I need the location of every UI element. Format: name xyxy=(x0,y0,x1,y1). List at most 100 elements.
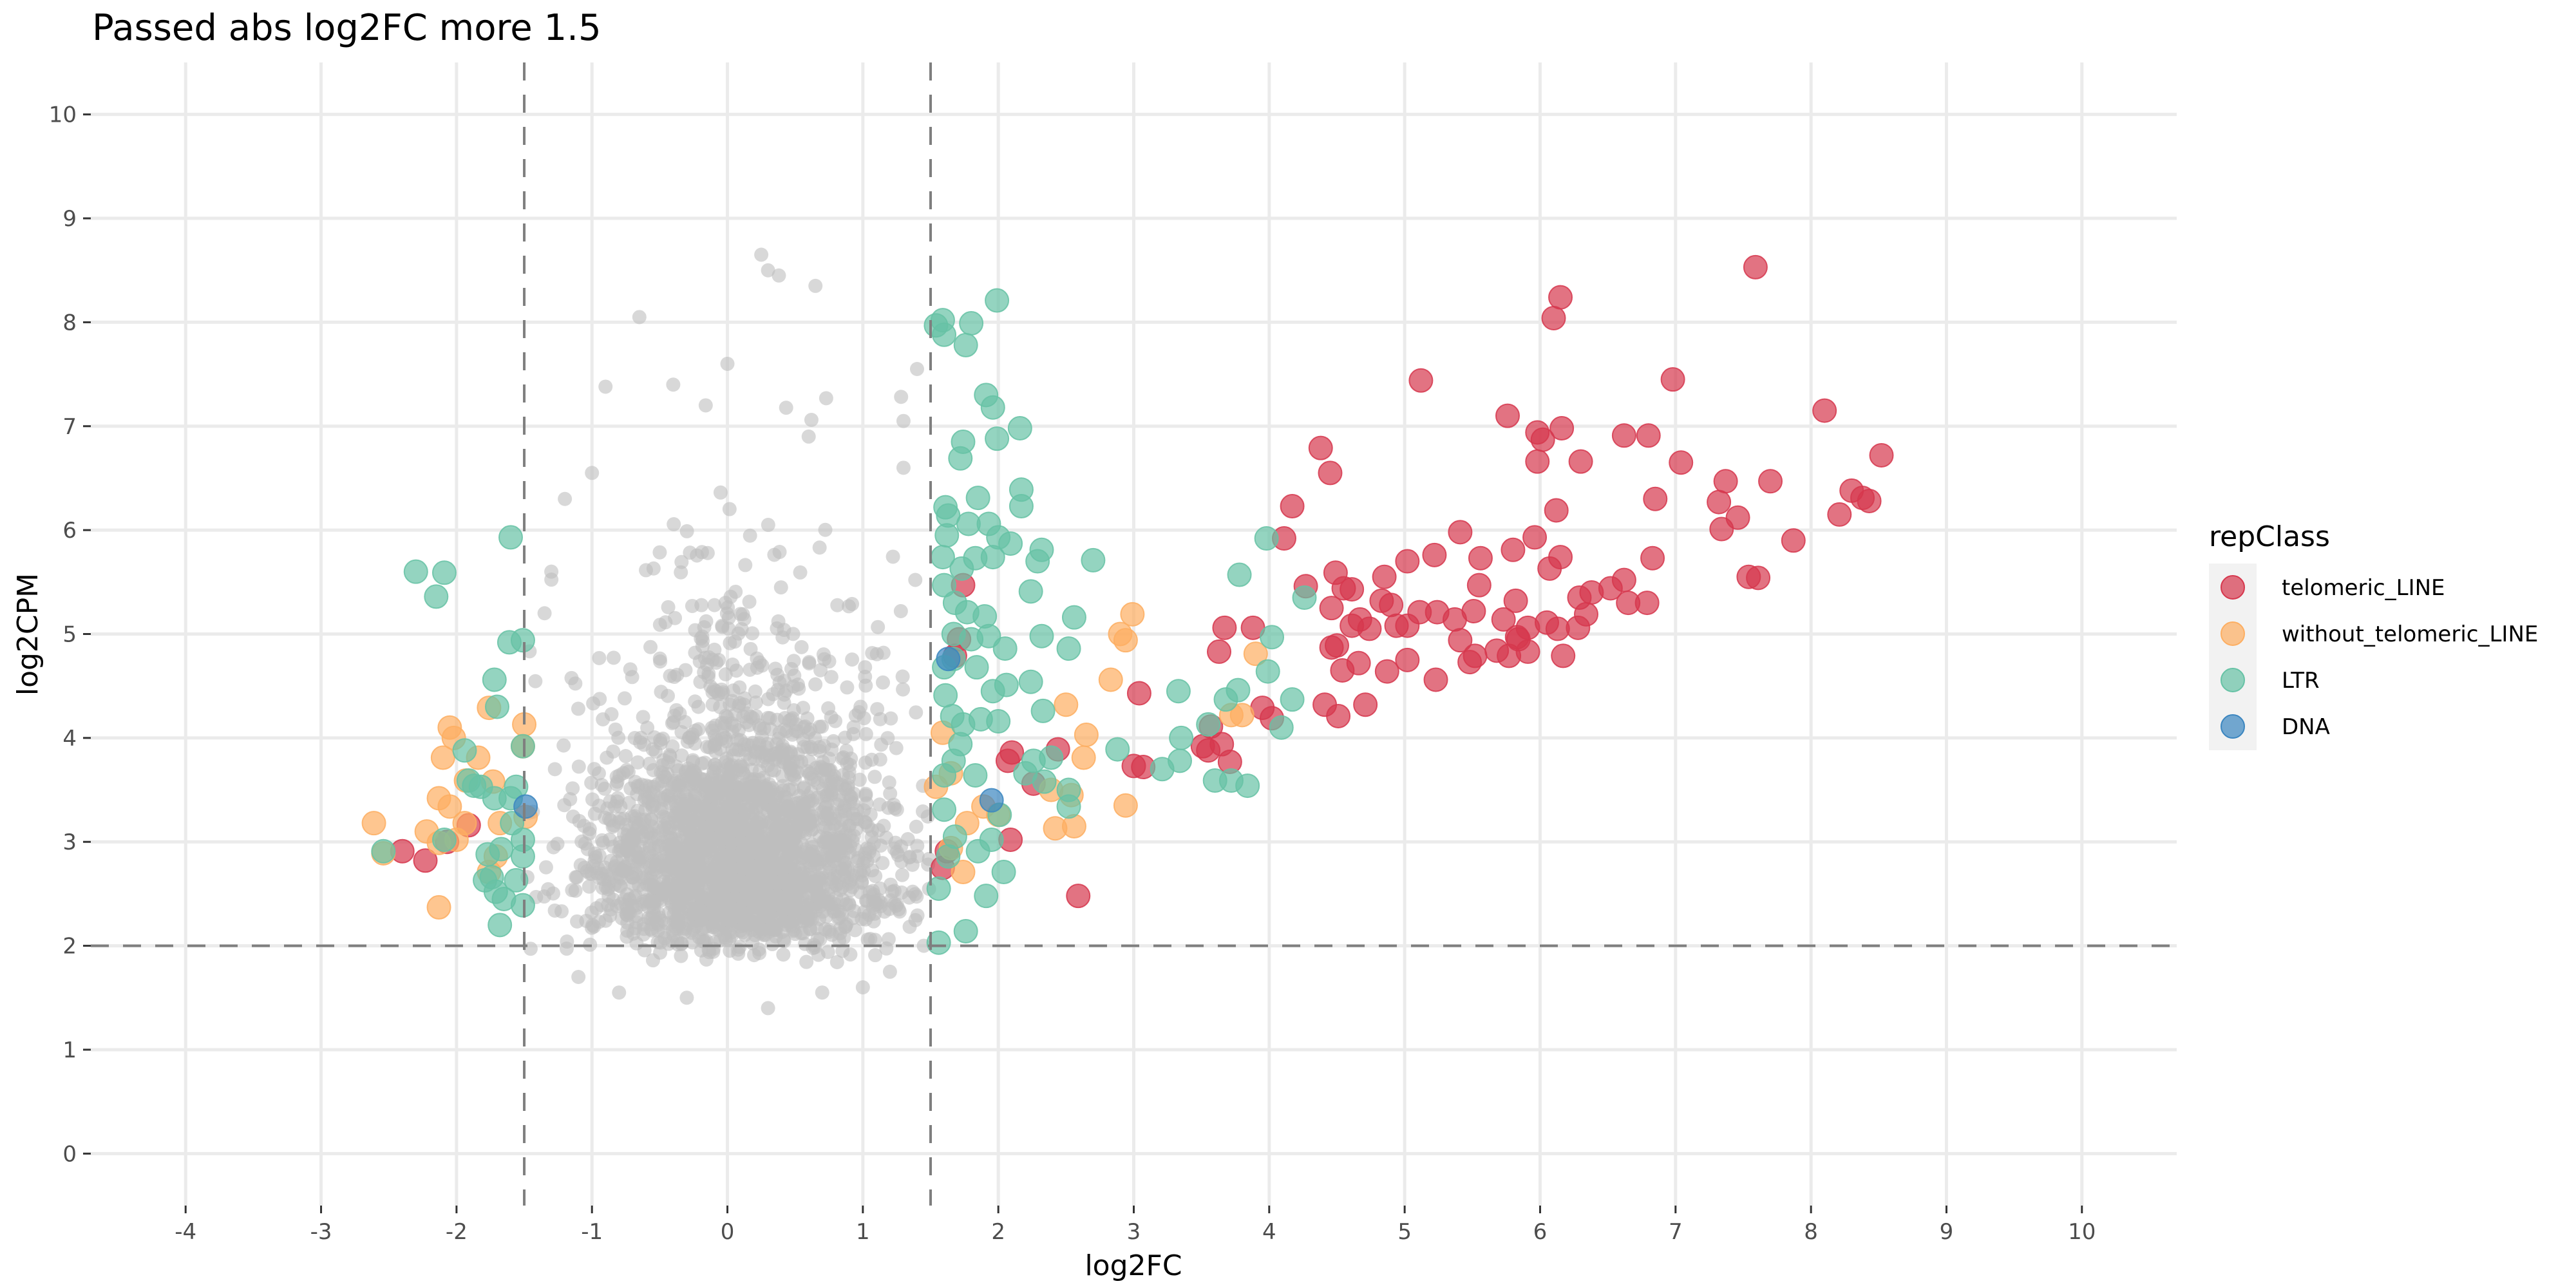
background-point xyxy=(835,943,850,958)
point-ltr xyxy=(510,844,535,869)
point-telomeric-line xyxy=(1495,403,1520,428)
background-point xyxy=(817,848,832,862)
background-point xyxy=(630,755,645,770)
point-telomeric-line xyxy=(1422,542,1447,567)
point-ltr xyxy=(510,628,535,653)
background-point xyxy=(571,701,585,716)
background-point xyxy=(544,564,559,579)
background-point xyxy=(690,880,705,895)
background-point xyxy=(818,522,833,537)
point-telomeric-line xyxy=(1066,884,1091,909)
background-point xyxy=(761,898,775,913)
point-telomeric-line xyxy=(1758,469,1783,494)
background-point xyxy=(636,710,650,724)
point-ltr xyxy=(1025,549,1050,574)
background-point xyxy=(744,914,759,929)
background-point xyxy=(858,660,873,675)
background-point xyxy=(705,868,720,883)
y-tick-label: 3 xyxy=(62,829,77,855)
point-ltr xyxy=(1039,745,1064,770)
x-tick-label: 0 xyxy=(721,1219,735,1245)
background-point xyxy=(582,822,597,837)
background-point xyxy=(896,682,911,697)
background-point xyxy=(763,722,778,737)
background-point xyxy=(735,822,750,837)
background-point xyxy=(745,936,760,951)
background-point xyxy=(703,843,718,858)
point-telomeric-line xyxy=(1340,577,1365,602)
background-point xyxy=(538,860,553,875)
background-point xyxy=(813,829,828,844)
background-point xyxy=(746,711,761,726)
point-ltr xyxy=(500,811,525,836)
point-ltr xyxy=(963,762,988,788)
background-point xyxy=(708,684,723,699)
background-point xyxy=(659,821,674,836)
background-point xyxy=(630,786,645,801)
background-point xyxy=(670,667,685,682)
point-ltr xyxy=(1292,585,1317,611)
background-point xyxy=(822,654,837,669)
background-point xyxy=(773,580,788,595)
point-telomeric-line xyxy=(1544,498,1569,523)
background-point xyxy=(761,1001,775,1016)
point-telomeric-line xyxy=(1568,449,1593,474)
point-telomeric-line xyxy=(1743,254,1768,279)
background-point xyxy=(735,835,750,850)
background-point xyxy=(735,607,750,621)
point-telomeric-line xyxy=(1207,639,1232,664)
legend-label: DNA xyxy=(2282,714,2330,740)
background-point xyxy=(867,770,882,784)
point-telomeric-line xyxy=(1395,647,1420,672)
background-point xyxy=(846,811,861,826)
background-point xyxy=(652,651,667,666)
point-without-telomeric-line xyxy=(1071,745,1096,770)
background-point xyxy=(734,621,749,636)
point-ltr xyxy=(504,774,529,799)
background-point xyxy=(884,711,898,726)
background-point xyxy=(875,856,890,871)
background-point xyxy=(893,604,908,619)
background-point xyxy=(895,867,910,882)
point-without-telomeric-line xyxy=(452,811,477,836)
point-dna xyxy=(936,647,961,672)
background-point xyxy=(658,770,673,784)
point-without-telomeric-line xyxy=(437,794,462,819)
point-ltr xyxy=(489,837,514,862)
point-telomeric-line xyxy=(1501,537,1526,562)
point-ltr xyxy=(932,573,957,598)
y-tick-label: 8 xyxy=(62,310,77,336)
background-point xyxy=(804,875,819,889)
background-point xyxy=(787,772,802,787)
background-point xyxy=(556,738,571,753)
background-point xyxy=(781,895,795,910)
background-point xyxy=(894,854,909,869)
background-point xyxy=(836,750,851,765)
point-ltr xyxy=(1105,737,1130,762)
background-point xyxy=(782,848,797,863)
background-point xyxy=(828,714,843,728)
point-ltr xyxy=(965,486,990,511)
background-point xyxy=(592,692,607,706)
point-ltr xyxy=(1056,636,1081,661)
point-telomeric-line xyxy=(1503,588,1528,613)
background-point xyxy=(737,743,752,757)
point-telomeric-line xyxy=(1353,692,1378,717)
point-telomeric-line xyxy=(1781,528,1806,553)
background-point xyxy=(609,855,624,869)
chart-title: Passed abs log2FC more 1.5 xyxy=(92,7,601,49)
y-tick-label: 4 xyxy=(62,726,77,752)
background-point xyxy=(661,600,676,614)
point-ltr xyxy=(985,288,1010,313)
background-point xyxy=(587,846,602,861)
background-point xyxy=(665,716,679,731)
point-telomeric-line xyxy=(1319,635,1344,660)
background-point xyxy=(585,466,600,480)
point-telomeric-line xyxy=(1330,658,1355,683)
point-without-telomeric-line xyxy=(1113,628,1138,653)
background-point xyxy=(666,377,681,392)
background-point xyxy=(796,926,811,941)
point-telomeric-line xyxy=(1308,435,1333,460)
background-point xyxy=(764,813,779,828)
